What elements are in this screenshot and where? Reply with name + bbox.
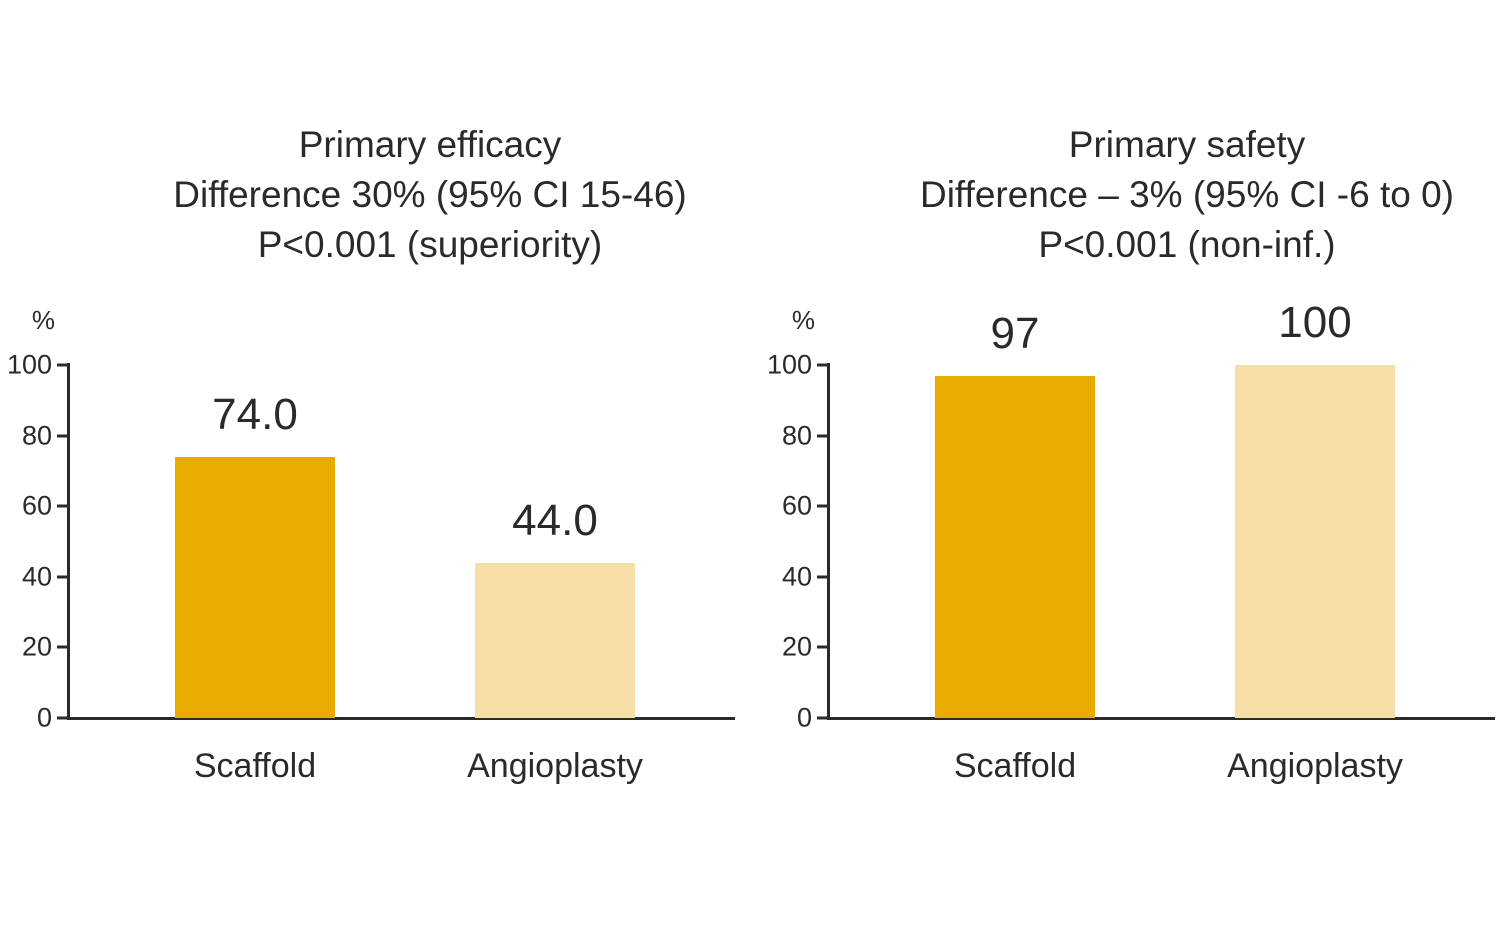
x-axis-label-scaffold: Scaffold [193,747,317,785]
y-tick-label: 20 [21,631,52,662]
y-axis-tick: 20 [21,631,70,662]
y-tick-label: 20 [781,631,812,662]
y-tick-mark [57,575,70,579]
y-tick-mark [57,716,70,720]
y-tick-mark [57,434,70,438]
y-tick-label: 80 [21,420,52,451]
y-tick-mark [817,363,830,367]
y-tick-label: 0 [796,702,812,733]
y-tick-mark [817,716,830,720]
y-axis-tick: 60 [21,490,70,521]
y-axis-tick: 60 [781,490,830,521]
y-tick-mark [57,504,70,508]
bar-scaffold: 97 [935,312,1095,718]
y-tick-label: 40 [781,561,812,592]
y-tick-mark [817,645,830,649]
y-tick-label: 80 [781,420,812,451]
y-axis-tick: 40 [782,563,830,590]
x-axis-line [827,717,1495,720]
y-tick-mark [817,504,830,508]
y-axis-tick: 40 [22,563,70,590]
plot-area: % 0 20 40 60 80 [7,307,735,785]
y-tick-label: 40 [21,561,52,592]
chart-title-line-3: P<0.001 (superiority) [257,224,603,265]
y-tick-label: 0 [36,702,52,733]
x-axis-label-angioplasty: Angioplasty [467,747,643,785]
chart-title-line-2: Difference – 3% (95% CI -6 to 0) [919,174,1454,215]
y-tick-label: 60 [21,490,52,521]
y-axis-tick: 100 [766,349,830,380]
y-axis-tick: 100 [6,349,70,380]
y-axis-tick: 80 [22,422,70,449]
y-tick-label: 100 [766,349,812,380]
y-tick-mark [817,434,830,438]
bar-value-label: 100 [1278,298,1352,347]
y-tick-mark [817,575,830,579]
plot-area: % 0 20 40 60 80 [767,301,1495,785]
y-axis-unit-label: % [791,305,815,335]
y-axis-line [67,363,70,720]
y-tick-label: 60 [781,490,812,521]
y-axis-tick: 0 [796,702,830,733]
x-axis-line [67,717,735,720]
bar-value-label: 44.0 [512,496,598,545]
y-axis-tick: 80 [782,422,830,449]
y-tick-mark [57,363,70,367]
bar-value-label: 74.0 [212,390,298,439]
bar-value-label: 97 [990,309,1040,358]
chart-title: Primary safety Difference – 3% (95% CI -… [827,120,1512,270]
chart-title-line-3: P<0.001 (non-inf.) [1038,224,1336,265]
bar-angioplasty: 100 [1235,301,1395,718]
x-axis-label-angioplasty: Angioplasty [1227,747,1403,785]
bar-angioplasty: 44.0 [475,499,635,718]
y-axis-line [827,363,830,720]
chart-title-line-1: Primary efficacy [298,124,562,165]
x-axis-label-scaffold: Scaffold [953,747,1077,785]
chart-title: Primary efficacy Difference 30% (95% CI … [70,120,790,270]
y-tick-label: 100 [6,349,52,380]
y-axis-tick: 20 [781,631,830,662]
bar-scaffold: 74.0 [175,393,335,718]
chart-title-line-2: Difference 30% (95% CI 15-46) [173,174,687,215]
chart-title-line-1: Primary safety [1068,124,1306,165]
y-axis-unit-label: % [31,305,55,335]
y-tick-mark [57,645,70,649]
y-axis-tick: 0 [36,702,70,733]
